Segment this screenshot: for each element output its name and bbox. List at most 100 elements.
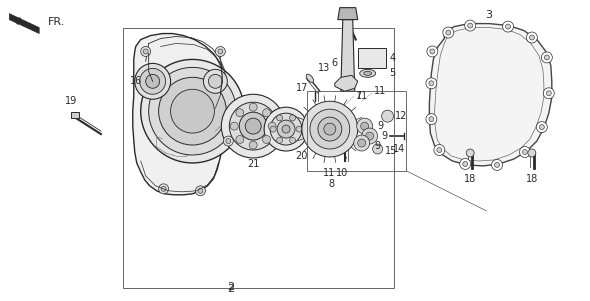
Circle shape bbox=[429, 117, 434, 122]
Text: 21: 21 bbox=[247, 159, 260, 169]
Circle shape bbox=[290, 137, 296, 143]
Circle shape bbox=[230, 122, 238, 130]
Text: 18: 18 bbox=[526, 174, 538, 184]
Circle shape bbox=[529, 35, 535, 40]
Circle shape bbox=[215, 46, 225, 56]
Circle shape bbox=[141, 46, 150, 56]
Circle shape bbox=[171, 89, 214, 133]
Text: 4: 4 bbox=[389, 53, 396, 64]
Ellipse shape bbox=[363, 71, 372, 75]
Text: 20: 20 bbox=[295, 151, 307, 161]
Text: 5: 5 bbox=[389, 68, 396, 78]
Circle shape bbox=[221, 94, 285, 158]
Circle shape bbox=[543, 88, 554, 99]
Circle shape bbox=[270, 113, 302, 145]
Bar bbox=[123, 28, 394, 288]
Circle shape bbox=[245, 118, 261, 134]
Circle shape bbox=[263, 109, 271, 117]
Circle shape bbox=[236, 109, 244, 117]
Circle shape bbox=[135, 64, 171, 99]
Circle shape bbox=[208, 74, 222, 88]
Circle shape bbox=[427, 46, 438, 57]
Circle shape bbox=[264, 107, 308, 151]
Circle shape bbox=[430, 49, 435, 54]
Circle shape bbox=[528, 149, 536, 157]
Circle shape bbox=[290, 115, 296, 121]
Text: 13: 13 bbox=[318, 64, 330, 73]
Circle shape bbox=[373, 144, 382, 154]
Circle shape bbox=[354, 135, 370, 151]
Polygon shape bbox=[133, 33, 230, 195]
Polygon shape bbox=[9, 14, 39, 33]
Text: 18: 18 bbox=[464, 174, 476, 184]
Text: 17: 17 bbox=[296, 83, 308, 93]
Circle shape bbox=[536, 122, 548, 132]
Circle shape bbox=[204, 69, 227, 93]
Text: 9: 9 bbox=[382, 131, 388, 141]
Circle shape bbox=[218, 49, 223, 54]
Circle shape bbox=[324, 123, 336, 135]
Ellipse shape bbox=[360, 69, 376, 77]
Text: 8: 8 bbox=[329, 179, 335, 189]
Circle shape bbox=[270, 126, 276, 132]
Circle shape bbox=[542, 52, 552, 63]
Circle shape bbox=[357, 118, 373, 134]
Bar bbox=[358, 48, 386, 68]
Circle shape bbox=[161, 186, 166, 191]
Circle shape bbox=[539, 125, 545, 130]
Text: 6: 6 bbox=[332, 58, 338, 68]
Circle shape bbox=[230, 102, 277, 150]
Circle shape bbox=[277, 115, 283, 121]
Circle shape bbox=[318, 117, 342, 141]
Circle shape bbox=[195, 186, 205, 196]
Circle shape bbox=[236, 135, 244, 144]
Text: 12: 12 bbox=[395, 111, 407, 121]
Circle shape bbox=[519, 147, 530, 157]
Polygon shape bbox=[430, 23, 552, 166]
Circle shape bbox=[277, 120, 295, 138]
Circle shape bbox=[146, 74, 160, 88]
Circle shape bbox=[249, 141, 257, 149]
Text: 2: 2 bbox=[227, 284, 234, 294]
Circle shape bbox=[140, 68, 166, 94]
Text: 3: 3 bbox=[486, 10, 493, 20]
Circle shape bbox=[282, 125, 290, 133]
Circle shape bbox=[382, 110, 394, 122]
Circle shape bbox=[263, 135, 271, 144]
Bar bbox=[71, 112, 79, 118]
Circle shape bbox=[443, 27, 454, 38]
Circle shape bbox=[526, 32, 537, 43]
Circle shape bbox=[159, 184, 169, 194]
Circle shape bbox=[149, 67, 236, 155]
Circle shape bbox=[198, 188, 203, 193]
Circle shape bbox=[465, 20, 476, 31]
Circle shape bbox=[224, 136, 233, 146]
Circle shape bbox=[360, 122, 369, 130]
Circle shape bbox=[240, 112, 267, 140]
Text: 19: 19 bbox=[65, 96, 77, 106]
Circle shape bbox=[277, 137, 283, 143]
Circle shape bbox=[546, 91, 551, 96]
Circle shape bbox=[426, 78, 437, 89]
Circle shape bbox=[429, 81, 434, 86]
Text: 15: 15 bbox=[385, 146, 397, 156]
Circle shape bbox=[545, 55, 549, 60]
Text: 11: 11 bbox=[323, 168, 335, 178]
Text: 10: 10 bbox=[336, 168, 348, 178]
Circle shape bbox=[143, 49, 148, 54]
Circle shape bbox=[426, 114, 437, 125]
Circle shape bbox=[362, 128, 378, 144]
Circle shape bbox=[434, 144, 445, 156]
Text: 11: 11 bbox=[373, 86, 386, 96]
Circle shape bbox=[249, 103, 257, 111]
Text: 14: 14 bbox=[394, 144, 406, 154]
Text: FR.: FR. bbox=[48, 17, 65, 26]
Circle shape bbox=[226, 138, 231, 144]
Text: 11: 11 bbox=[356, 91, 368, 101]
Circle shape bbox=[468, 23, 473, 28]
Text: 9: 9 bbox=[375, 141, 381, 151]
Circle shape bbox=[302, 101, 358, 157]
Circle shape bbox=[494, 163, 500, 167]
Circle shape bbox=[506, 24, 510, 29]
Bar bbox=[307, 91, 407, 171]
